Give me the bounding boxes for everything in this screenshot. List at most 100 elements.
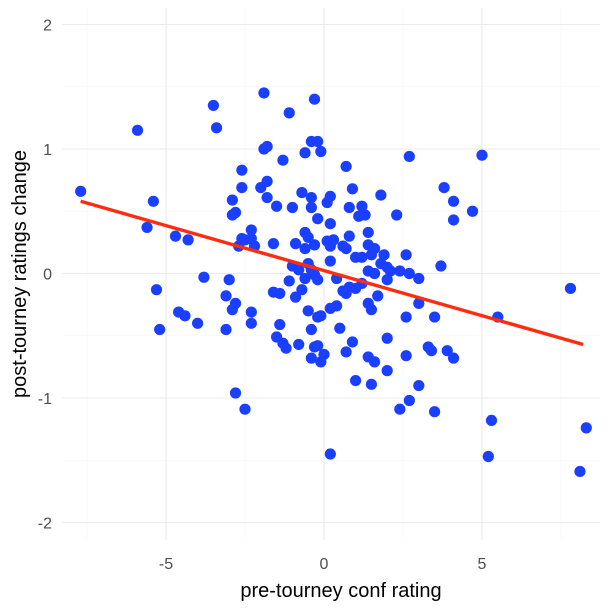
data-point [476, 149, 488, 161]
data-point [220, 290, 232, 302]
data-point [365, 378, 377, 390]
data-point [271, 200, 283, 212]
data-point [482, 450, 494, 463]
data-point [403, 394, 415, 407]
data-point [343, 201, 355, 214]
data-point [229, 206, 242, 219]
data-point [381, 274, 393, 286]
data-point [350, 374, 362, 387]
data-point [283, 275, 295, 287]
data-point [305, 323, 317, 336]
data-point [154, 323, 166, 336]
data-point [289, 238, 302, 250]
data-point [277, 154, 289, 166]
data-point [315, 310, 327, 322]
data-point [267, 238, 280, 250]
data-point [169, 230, 182, 242]
data-point [425, 345, 438, 357]
data-point [315, 145, 327, 158]
data-point [447, 214, 460, 226]
data-point [574, 465, 586, 478]
data-point [261, 175, 273, 187]
data-point [441, 345, 453, 357]
data-point [229, 297, 242, 309]
data-point [327, 234, 340, 246]
data-point [324, 255, 336, 267]
data-point [283, 107, 295, 119]
data-point [381, 332, 393, 344]
data-point [384, 265, 396, 277]
data-point [391, 209, 403, 221]
data-point [210, 122, 223, 134]
data-point [141, 221, 153, 234]
data-point [302, 231, 314, 243]
data-point [413, 379, 425, 392]
data-point [312, 340, 324, 352]
data-point [346, 183, 359, 195]
data-point [394, 265, 406, 277]
regression-line [80, 199, 584, 347]
data-point [150, 284, 163, 296]
data-point [299, 147, 311, 159]
data-point [299, 272, 311, 285]
data-point [286, 201, 298, 214]
x-tick-label: -5 [159, 556, 173, 573]
y-tick-label: 1 [43, 142, 52, 159]
data-point [236, 164, 248, 176]
y-tick-label: 0 [43, 267, 52, 284]
data-point [192, 317, 204, 329]
data-point [331, 300, 343, 312]
data-point [378, 249, 390, 261]
data-point [375, 189, 387, 201]
data-point [261, 140, 273, 153]
data-point [296, 186, 308, 199]
x-axis-ticks: -5 0 5 [159, 556, 487, 573]
x-axis-title: pre-tourney conf rating [240, 580, 441, 602]
data-point [447, 195, 460, 207]
y-tick-label: -2 [38, 516, 52, 533]
data-point [305, 201, 317, 214]
data-point [429, 311, 441, 323]
data-point [220, 323, 232, 336]
data-point [229, 387, 242, 399]
data-point [381, 365, 393, 377]
data-point [413, 272, 425, 285]
data-point [312, 274, 324, 286]
data-point [312, 213, 324, 225]
data-point [447, 352, 460, 364]
data-point [274, 318, 286, 331]
data-point [413, 297, 425, 309]
data-point [429, 406, 441, 418]
data-point [302, 305, 314, 317]
data-point [324, 448, 336, 460]
data-point [245, 306, 257, 318]
data-point [365, 249, 377, 261]
y-tick-label: 2 [43, 18, 52, 35]
data-point [359, 209, 371, 221]
data-point [280, 342, 292, 354]
data-point [438, 181, 450, 194]
data-point [245, 224, 257, 236]
data-point [356, 251, 368, 263]
data-point [289, 291, 302, 303]
data-point [400, 311, 412, 323]
data-point [365, 304, 377, 316]
data-point [403, 267, 415, 280]
data-point [368, 356, 381, 368]
data-point [308, 93, 321, 105]
data-point [356, 200, 368, 212]
x-tick-label: 5 [478, 556, 487, 573]
data-point [315, 356, 327, 368]
data-point [564, 282, 577, 295]
data-point [400, 249, 412, 261]
data-point [580, 422, 592, 434]
y-axis-title: post-tourney ratings change [9, 150, 31, 398]
data-point [182, 234, 194, 246]
data-point [343, 281, 355, 293]
data-point [466, 205, 479, 217]
data-point [485, 414, 498, 427]
data-point [274, 287, 286, 300]
data-point [305, 191, 317, 204]
data-point [131, 124, 144, 136]
